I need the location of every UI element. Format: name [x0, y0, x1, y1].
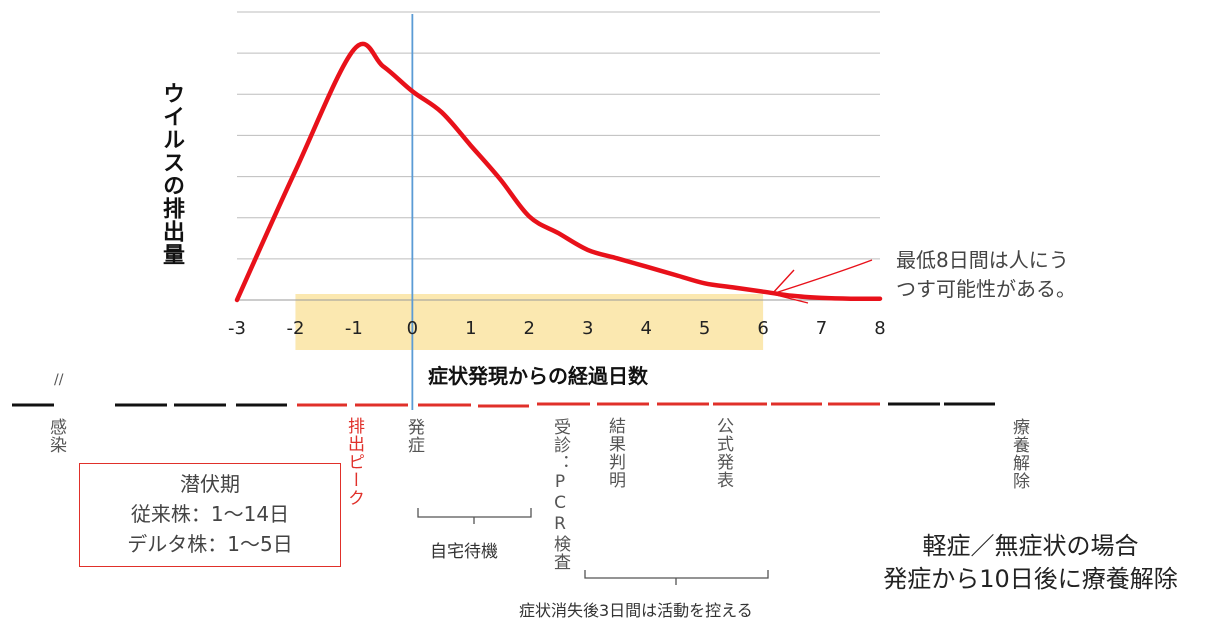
latent-delta: デルタ株：1〜5日 [127, 532, 293, 556]
label-result: 結果判明 [605, 417, 625, 489]
x-tick-label: 1 [465, 318, 477, 339]
x-tick-label: -2 [286, 318, 305, 339]
note-line-1: 最低8日間は人にう [896, 248, 1069, 272]
label-release: 療養解除 [1009, 418, 1029, 490]
latent-conventional: 従来株：1〜14日 [130, 502, 290, 526]
x-tick-label: 0 [406, 318, 419, 339]
x-tick-label: 5 [698, 318, 711, 339]
x-tick-label: 8 [874, 318, 886, 339]
transmission-note: 最低8日間は人にう つす可能性がある。 [896, 246, 1076, 304]
infectious-window-highlight [295, 294, 764, 350]
refrain-label: 症状消失後3日間は活動を控える [519, 601, 753, 620]
home-wait-bracket [417, 508, 532, 524]
summary-line-2: 発症から10日後に療養解除 [883, 565, 1178, 593]
label-peak: 排出ピーク [344, 417, 364, 507]
label-announce: 公式発表 [713, 417, 733, 489]
latent-title: 潜伏期 [180, 472, 240, 496]
refrain-bracket [584, 570, 769, 585]
x-tick-label: 4 [640, 318, 652, 339]
home-wait-label: 自宅待機 [430, 542, 498, 562]
x-tick-label: 6 [757, 318, 769, 339]
timeline-break-mark: // [54, 372, 64, 388]
x-axis-label: 症状発現からの経過日数 [428, 364, 648, 388]
x-tick-label: -3 [228, 318, 246, 339]
label-infection: 感染 [46, 418, 66, 454]
summary-line-1: 軽症／無症状の場合 [922, 532, 1139, 560]
y-axis-label: ウイルスの排出量 [159, 82, 184, 266]
release-summary: 軽症／無症状の場合 発症から10日後に療養解除 [858, 530, 1203, 596]
virus-shedding-curve [234, 41, 883, 303]
label-consult: 受診：PCR検査 [550, 418, 570, 571]
annotation-arrow [771, 259, 873, 304]
latent-period-box: 潜伏期 従来株：1〜14日 デルタ株：1〜5日 [79, 463, 341, 567]
label-onset: 発症 [404, 418, 424, 454]
x-tick-label: 2 [523, 318, 535, 339]
x-tick-label: 3 [581, 318, 594, 339]
x-tick-label: -1 [344, 318, 363, 339]
x-tick-label: 7 [815, 318, 828, 339]
note-line-2: つす可能性がある。 [896, 277, 1076, 301]
